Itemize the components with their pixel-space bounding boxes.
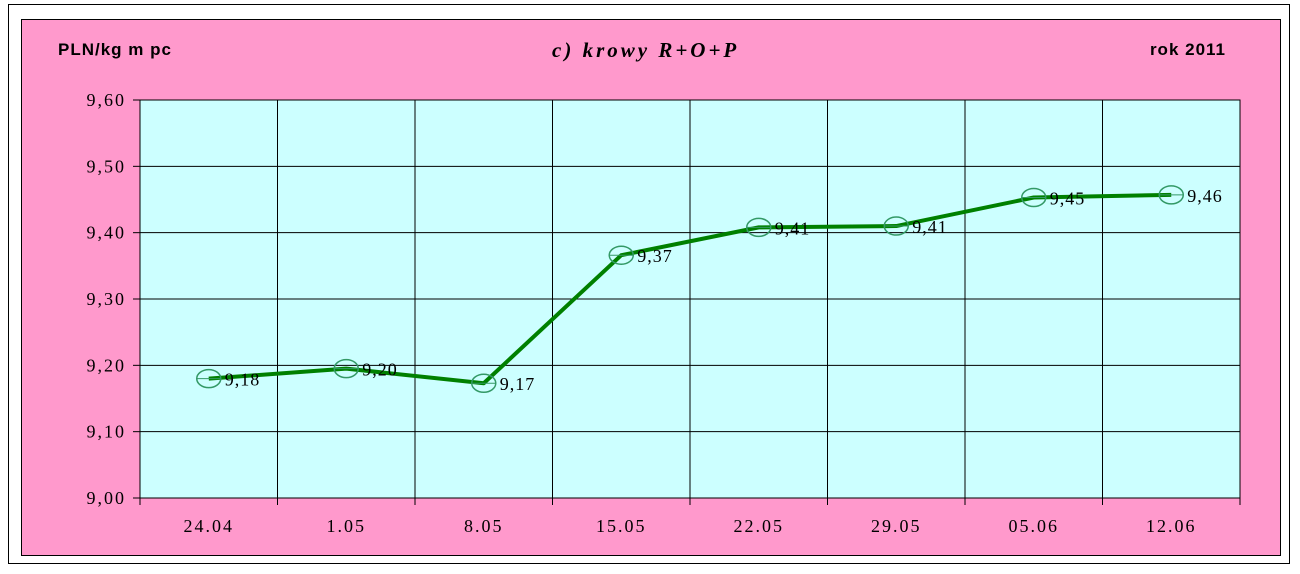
data-label: 9,45 — [1050, 189, 1086, 209]
x-tick-label: 1.05 — [327, 516, 367, 536]
y-tick-label: 9,00 — [87, 488, 127, 508]
y-tick-label: 9,40 — [87, 223, 127, 243]
data-label: 9,18 — [225, 370, 261, 390]
x-tick-label: 29.05 — [871, 516, 922, 536]
x-tick-label: 12.06 — [1146, 516, 1197, 536]
data-label: 9,37 — [637, 246, 673, 266]
year-label: rok 2011 — [1149, 40, 1226, 59]
y-tick-label: 9,10 — [87, 422, 127, 442]
data-label: 9,46 — [1187, 186, 1223, 206]
x-tick-label: 05.06 — [1009, 516, 1060, 536]
x-tick-label: 24.04 — [184, 516, 235, 536]
data-label: 9,20 — [362, 360, 398, 380]
data-label: 9,41 — [912, 217, 948, 237]
x-tick-label: 8.05 — [464, 516, 504, 536]
y-axis-unit-label: PLN/kg m pc — [58, 40, 172, 59]
x-tick-label: 15.05 — [596, 516, 647, 536]
data-label: 9,17 — [500, 374, 536, 394]
y-tick-label: 9,30 — [87, 289, 127, 309]
y-tick-label: 9,60 — [87, 90, 127, 110]
y-tick-label: 9,50 — [87, 156, 127, 176]
data-label: 9,41 — [775, 218, 811, 238]
x-tick-label: 22.05 — [734, 516, 785, 536]
y-tick-label: 9,20 — [87, 355, 127, 375]
chart-title: c) krowy R+O+P — [552, 38, 740, 62]
series-line — [208, 192, 1172, 386]
